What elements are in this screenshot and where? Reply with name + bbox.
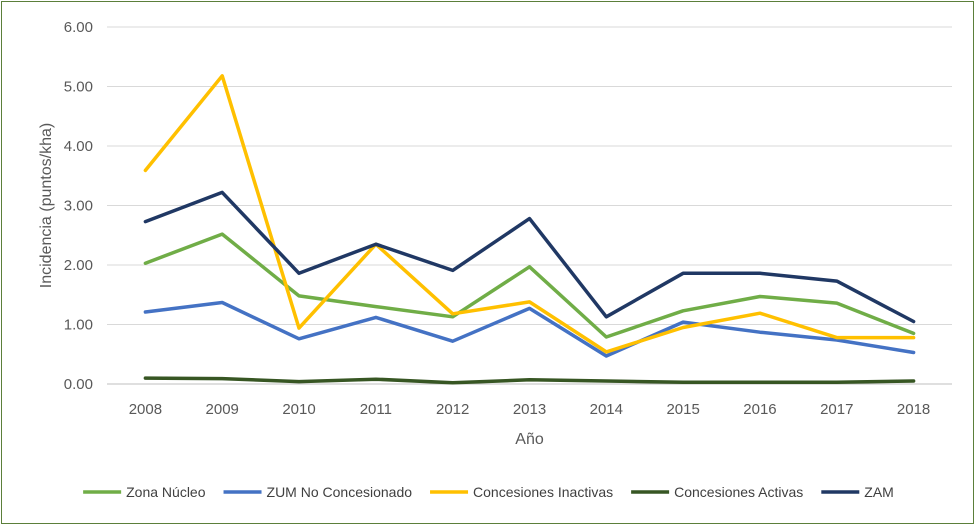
- x-axis-title: Año: [515, 431, 544, 448]
- x-tick-label: 2016: [743, 401, 776, 418]
- x-tick-label: 2018: [897, 401, 930, 418]
- gridlines: [107, 26, 952, 385]
- x-tick-label: 2012: [436, 401, 469, 418]
- x-tick-label: 2008: [129, 401, 162, 418]
- series-line-zona-n-cleo: [143, 232, 916, 339]
- legend-label: Zona Núcleo: [126, 484, 206, 500]
- x-tick-label: 2009: [206, 401, 239, 418]
- y-tick-label: 1.00: [64, 317, 93, 334]
- legend-label: ZUM No Concesionado: [267, 484, 413, 500]
- y-axis-ticks: 0.00 1.00 2.00 3.00 4.00 5.00 6.00: [64, 19, 93, 393]
- legend: Zona Núcleo ZUM No Concesionado Concesione…: [83, 484, 894, 500]
- legend-label: ZAM: [864, 484, 894, 500]
- legend-item: Zona Núcleo: [83, 484, 206, 500]
- series-line-concesiones-activas: [143, 376, 916, 385]
- y-tick-label: 3.00: [64, 198, 93, 215]
- y-tick-label: 2.00: [64, 257, 93, 274]
- x-tick-label: 2014: [590, 401, 623, 418]
- y-tick-label: 5.00: [64, 79, 93, 96]
- x-tick-label: 2015: [666, 401, 699, 418]
- x-tick-label: 2013: [513, 401, 546, 418]
- legend-item: ZUM No Concesionado: [223, 484, 413, 500]
- legend-label: Concesiones Activas: [674, 484, 803, 500]
- y-tick-label: 6.00: [64, 19, 93, 36]
- x-tick-label: 2011: [360, 401, 392, 418]
- legend-item: Concesiones Activas: [631, 484, 803, 500]
- y-axis-title: Incidencia (puntos/kha): [38, 123, 55, 288]
- series-lines: [143, 74, 916, 385]
- series-line-concesiones-inactivas: [143, 74, 916, 354]
- x-tick-label: 2017: [820, 401, 853, 418]
- legend-label: Concesiones Inactivas: [473, 484, 613, 500]
- legend-item: Concesiones Inactivas: [430, 484, 613, 500]
- legend-item: ZAM: [821, 484, 894, 500]
- y-tick-label: 4.00: [64, 138, 93, 155]
- x-axis-ticks: 2008 2009 2010 2011 2012 2013 2014 2015 2016 2017…: [129, 401, 931, 418]
- series-line-zum-no-concesionado: [143, 300, 916, 358]
- x-tick-label: 2010: [282, 401, 315, 418]
- y-tick-label: 0.00: [64, 376, 93, 393]
- series-line-zam: [143, 190, 916, 324]
